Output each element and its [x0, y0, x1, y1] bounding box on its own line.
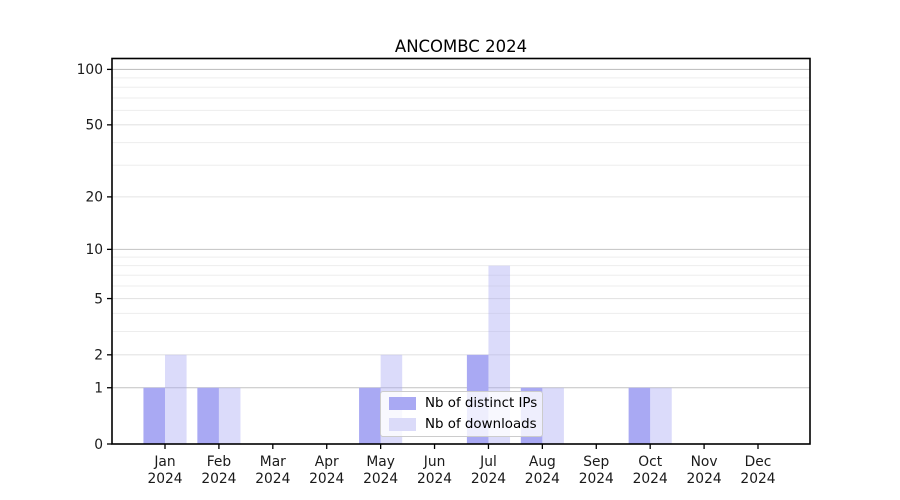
bar-downloads-aug: [542, 387, 564, 444]
page-title: ANCOMBC 2024: [394, 37, 528, 56]
x-axis-label-month: Dec: [745, 454, 772, 470]
x-axis-label-year: 2024: [417, 471, 452, 487]
x-axis-label-month: May: [366, 454, 395, 470]
bar-distinct-ips-jan: [143, 387, 165, 444]
y-axis-label: 5: [94, 291, 103, 307]
legend-label-downloads: Nb of downloads: [425, 417, 537, 432]
x-axis-label-year: 2024: [687, 471, 722, 487]
x-axis-label-year: 2024: [201, 471, 236, 487]
x-axis-label-month: Aug: [529, 454, 556, 470]
x-axis-label-year: 2024: [579, 471, 614, 487]
x-axis-label-year: 2024: [633, 471, 668, 487]
x-axis-label-year: 2024: [309, 471, 344, 487]
x-axis-label-year: 2024: [471, 471, 506, 487]
legend-swatch-distinct-ips-icon: [389, 397, 416, 410]
legend-item-distinct-ips: Nb of distinct IPs: [389, 395, 542, 413]
legend-item-downloads: Nb of downloads: [389, 416, 542, 434]
x-axis-label-month: Apr: [315, 454, 339, 470]
y-axis-label: 0: [94, 437, 103, 453]
x-axis-label-month: Jan: [153, 454, 175, 470]
y-axis-label: 100: [77, 62, 103, 78]
bar-downloads-feb: [218, 387, 241, 444]
x-axis-label-month: Feb: [207, 454, 231, 470]
plot-frame: [111, 57, 811, 445]
x-axis-label-year: 2024: [255, 471, 290, 487]
x-axis-label-year: 2024: [363, 471, 398, 487]
legend-label-distinct-ips: Nb of distinct IPs: [425, 396, 538, 411]
bar-distinct-ips-oct: [628, 387, 651, 444]
x-axis-label-month: Sep: [583, 454, 609, 470]
y-axis-label: 50: [85, 118, 103, 134]
bar-distinct-ips-may: [359, 387, 381, 444]
bar-downloads-oct: [650, 387, 672, 444]
x-axis-label-year: 2024: [525, 471, 560, 487]
y-axis-label: 20: [85, 190, 103, 206]
x-axis-label-month: Jun: [423, 454, 446, 470]
x-axis-label-month: Oct: [638, 454, 662, 470]
x-axis-label-month: Jul: [479, 454, 497, 470]
y-axis-label: 10: [85, 242, 103, 258]
legend-swatch-downloads-icon: [389, 418, 416, 431]
y-axis-label: 2: [94, 348, 103, 364]
bar-distinct-ips-feb: [197, 387, 219, 444]
x-axis-label-month: Mar: [260, 454, 286, 470]
bar-downloads-jan: [165, 354, 187, 444]
x-axis-label-year: 2024: [147, 471, 182, 487]
x-axis-label-year: 2024: [740, 471, 775, 487]
legend: Nb of distinct IPs Nb of downloads: [380, 391, 543, 437]
y-axis-label: 1: [94, 381, 103, 397]
x-axis-label-month: Nov: [691, 454, 718, 470]
